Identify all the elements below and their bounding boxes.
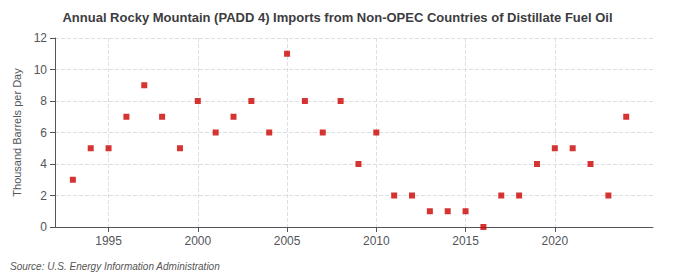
svg-text:2: 2 [40, 189, 47, 203]
svg-text:8: 8 [40, 94, 47, 108]
svg-text:2020: 2020 [541, 234, 568, 248]
svg-text:2015: 2015 [452, 234, 479, 248]
svg-text:2000: 2000 [184, 234, 211, 248]
svg-text:2005: 2005 [274, 234, 301, 248]
svg-text:10: 10 [34, 63, 48, 77]
svg-text:4: 4 [40, 157, 47, 171]
svg-text:2010: 2010 [363, 234, 390, 248]
svg-text:1995: 1995 [95, 234, 122, 248]
svg-text:Annual Rocky Mountain (PADD 4): Annual Rocky Mountain (PADD 4) Imports f… [62, 10, 612, 25]
svg-text:6: 6 [40, 126, 47, 140]
svg-text:Source: U.S. Energy Informatio: Source: U.S. Energy Information Administ… [10, 261, 220, 272]
svg-text:0: 0 [40, 220, 47, 234]
svg-text:12: 12 [34, 31, 48, 45]
svg-text:Thousand Barrels per Day: Thousand Barrels per Day [11, 68, 23, 197]
